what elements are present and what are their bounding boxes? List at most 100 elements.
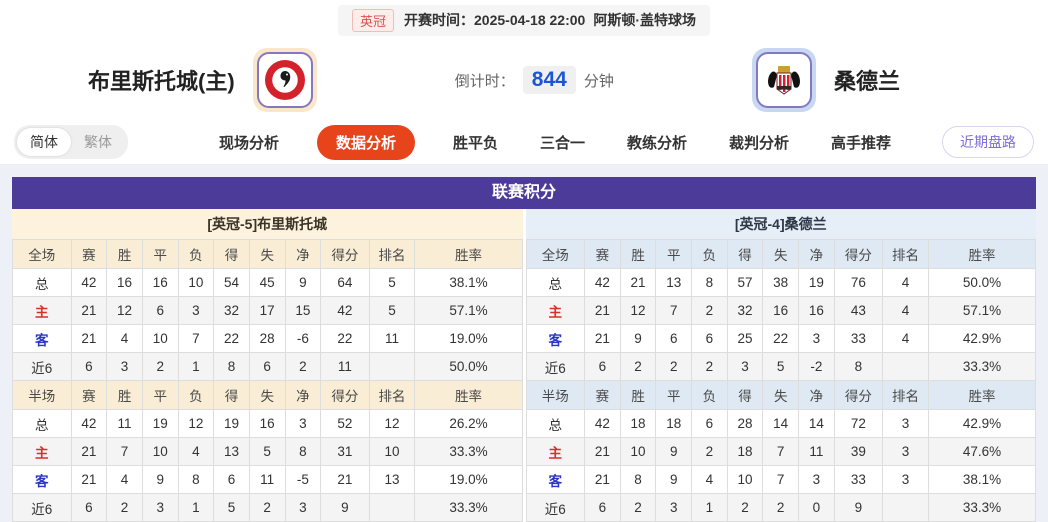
table-cell: 8 bbox=[213, 352, 250, 381]
table-cell: 2 bbox=[141, 352, 179, 381]
column-header: 负 bbox=[177, 380, 215, 410]
table-cell: 18 bbox=[619, 409, 657, 438]
table-cell: 15 bbox=[284, 296, 322, 325]
table-cell: 2 bbox=[619, 493, 657, 522]
table-row: 总 42 21 13 8 57 38 19 76 4 50.0% bbox=[525, 268, 1037, 297]
row-label: 总 bbox=[12, 268, 72, 297]
kickoff-label: 开赛时间： bbox=[404, 12, 475, 28]
table-cell: 52 bbox=[320, 409, 370, 438]
table-cell: 7 bbox=[177, 324, 215, 353]
column-header: 全场 bbox=[525, 239, 586, 269]
table-cell: 16 bbox=[798, 296, 835, 325]
column-header: 得 bbox=[726, 239, 764, 269]
nav-tab[interactable]: 胜平负 bbox=[452, 134, 498, 152]
table-cell: 50.0% bbox=[414, 352, 523, 381]
table-cell: 10 bbox=[177, 268, 215, 297]
column-header: 净 bbox=[284, 380, 322, 410]
table-cell: 2 bbox=[284, 352, 322, 381]
row-label: 近6 bbox=[12, 352, 72, 381]
row-label: 近6 bbox=[525, 493, 586, 522]
column-header: 半场 bbox=[525, 380, 586, 410]
row-label: 近6 bbox=[525, 352, 586, 381]
table-cell: 18 bbox=[655, 409, 693, 438]
table-cell: 5 bbox=[368, 296, 416, 325]
column-header: 胜 bbox=[619, 239, 657, 269]
table-cell: 42 bbox=[70, 409, 108, 438]
column-header: 赛 bbox=[584, 380, 621, 410]
table-cell: 76 bbox=[833, 268, 884, 297]
content-area: 联赛积分 [英冠-5]布里斯托城 全场赛胜平负得失净得分 排名 胜率总 42 16 16 1… bbox=[0, 165, 1048, 522]
sunderland-crest-icon bbox=[755, 52, 812, 108]
nav-tab[interactable]: 高手推荐 bbox=[831, 134, 892, 152]
column-header: 胜 bbox=[619, 380, 657, 410]
table-cell: 21 bbox=[584, 324, 621, 353]
table-cell: 6 bbox=[691, 324, 728, 353]
row-label: 主 bbox=[525, 437, 586, 466]
row-label: 总 bbox=[12, 409, 72, 438]
column-header: 胜 bbox=[106, 380, 143, 410]
table-cell: -2 bbox=[798, 352, 835, 381]
table-row: 客 21 4 10 7 22 28 -6 22 11 19.0% bbox=[12, 324, 523, 353]
table-cell: 45 bbox=[248, 268, 286, 297]
table-cell: 64 bbox=[320, 268, 370, 297]
table-cell bbox=[882, 493, 929, 522]
table-cell: 2 bbox=[691, 296, 728, 325]
column-header: 得分 bbox=[320, 239, 370, 269]
nav-tab[interactable]: 裁判分析 bbox=[729, 134, 790, 152]
column-header: 失 bbox=[762, 239, 800, 269]
table-row: 总 42 18 18 6 28 14 14 72 3 42.9% bbox=[525, 409, 1037, 438]
table-cell: 17 bbox=[248, 296, 286, 325]
table-cell: 14 bbox=[798, 409, 835, 438]
table-cell: 8 bbox=[177, 465, 215, 494]
table-cell: 1 bbox=[177, 352, 215, 381]
table-cell: 21 bbox=[584, 296, 621, 325]
away-halftime-table: 半场赛胜平负得失净得分 排名 胜率总 42 18 18 6 28 14 14 72 3 42.9% 主 21… bbox=[525, 380, 1037, 522]
nav-tab[interactable]: 数据分析 bbox=[316, 124, 415, 160]
recent-odds-button[interactable]: 近期盘路 bbox=[942, 126, 1034, 158]
nav-tab[interactable]: 三合一 bbox=[539, 134, 585, 152]
league-points-panel: 联赛积分 [英冠-5]布里斯托城 全场赛胜平负得失净得分 排名 胜率总 42 16 16 1… bbox=[12, 177, 1037, 522]
table-cell: 4 bbox=[106, 324, 143, 353]
table-cell: 3 bbox=[726, 352, 764, 381]
table-cell: 33.3% bbox=[927, 352, 1037, 381]
row-label: 主 bbox=[525, 296, 586, 325]
column-header: 净 bbox=[284, 239, 322, 269]
row-label: 客 bbox=[12, 324, 72, 353]
table-cell: 33 bbox=[833, 465, 884, 494]
table-cell: 3 bbox=[882, 465, 929, 494]
lang-simplified-button[interactable]: 简体 bbox=[17, 128, 71, 156]
table-cell: 42 bbox=[584, 409, 621, 438]
table-cell: 5 bbox=[762, 352, 800, 381]
table-cell bbox=[882, 352, 929, 381]
table-cell: 19.0% bbox=[414, 465, 523, 494]
table-cell: 6 bbox=[70, 493, 108, 522]
table-cell: 12 bbox=[106, 296, 143, 325]
venue: 阿斯顿·盖特球场 bbox=[593, 12, 696, 28]
table-cell: 19 bbox=[798, 268, 835, 297]
table-cell: 8 bbox=[833, 352, 884, 381]
table-cell: 38.1% bbox=[414, 268, 523, 297]
lang-traditional-button[interactable]: 繁体 bbox=[84, 134, 112, 150]
row-label: 主 bbox=[12, 296, 72, 325]
table-row: 总 42 11 19 12 19 16 3 52 12 26.2% bbox=[12, 409, 523, 438]
table-cell: 18 bbox=[726, 437, 764, 466]
table-cell: 10 bbox=[368, 437, 416, 466]
table-cell bbox=[368, 493, 416, 522]
table-cell: -5 bbox=[284, 465, 322, 494]
column-header: 得 bbox=[213, 239, 250, 269]
table-cell: 7 bbox=[106, 437, 143, 466]
table-cell: 43 bbox=[833, 296, 884, 325]
table-cell: 11 bbox=[106, 409, 143, 438]
table-cell: 2 bbox=[655, 352, 693, 381]
table-cell: 33.3% bbox=[414, 437, 523, 466]
nav-tab[interactable]: 教练分析 bbox=[627, 134, 688, 152]
nav-tab[interactable]: 现场分析 bbox=[218, 134, 279, 152]
table-cell: 6 bbox=[213, 465, 250, 494]
table-cell: 11 bbox=[798, 437, 835, 466]
column-header: 平 bbox=[141, 380, 179, 410]
match-info-pill: 英冠 开赛时间： 2025-04-18 22:00 阿斯顿·盖特球场 bbox=[338, 4, 710, 36]
table-cell: 5 bbox=[368, 268, 416, 297]
table-row: 主 21 10 9 2 18 7 11 39 3 47.6% bbox=[525, 437, 1037, 466]
home-team: 布里斯托城(主) bbox=[88, 48, 317, 112]
table-cell: 13 bbox=[213, 437, 250, 466]
